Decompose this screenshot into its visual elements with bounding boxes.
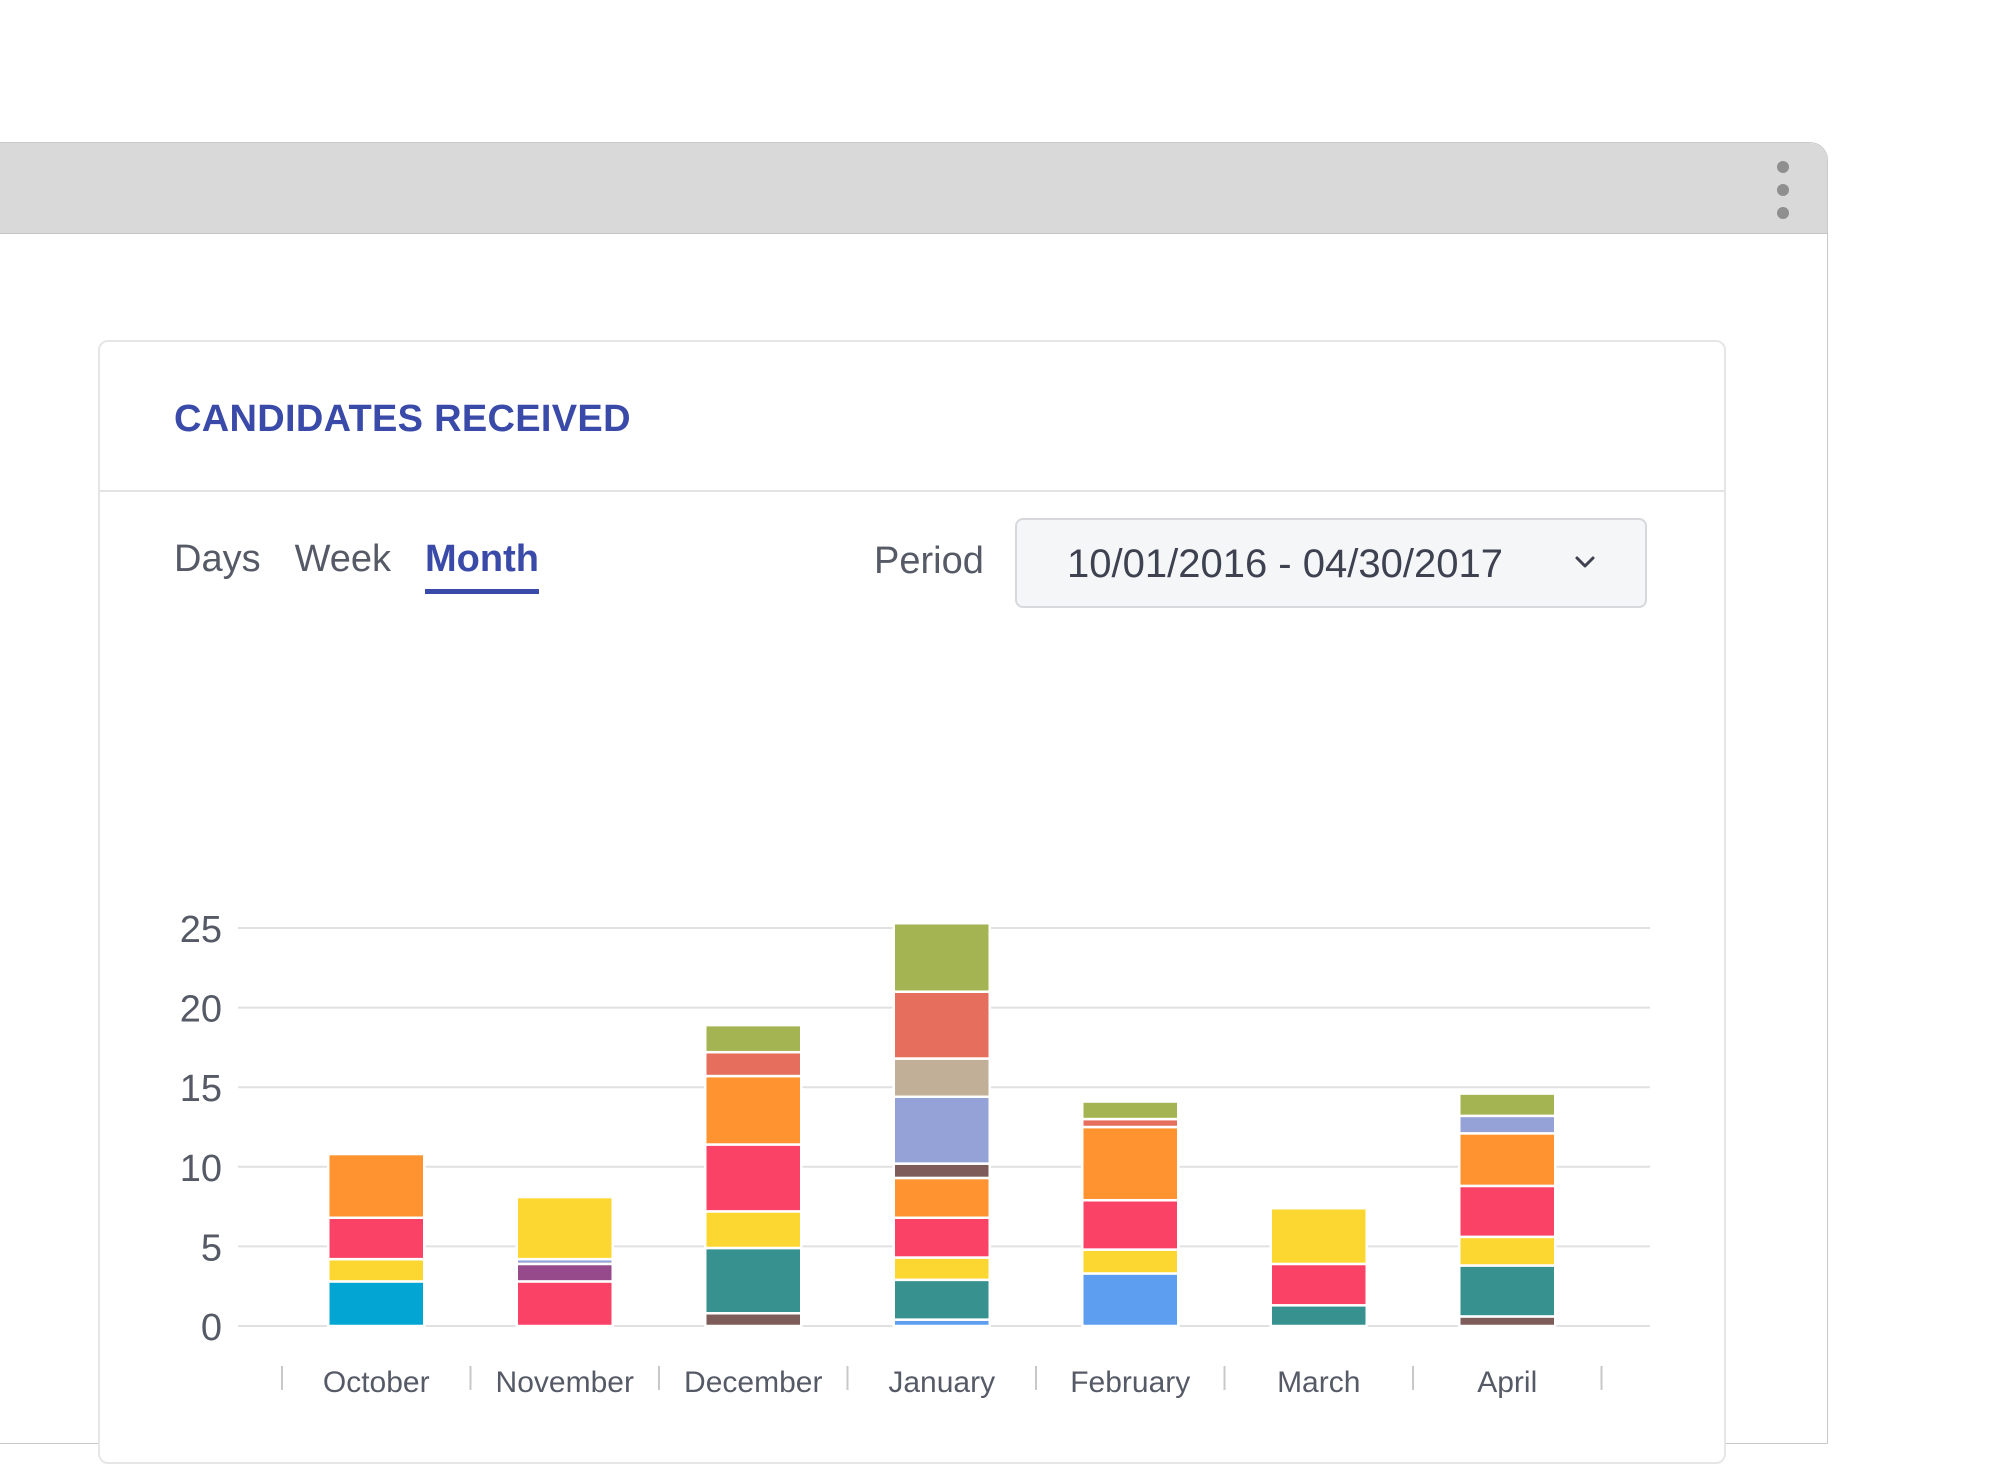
y-tick-label: 25 xyxy=(180,909,222,951)
bar-segment xyxy=(1081,1198,1180,1251)
period-label: Period xyxy=(874,540,984,582)
bar-segment xyxy=(1458,1315,1557,1328)
y-tick-label: 0 xyxy=(201,1307,222,1349)
window-titlebar xyxy=(0,143,1827,234)
bar-segment xyxy=(892,1278,991,1321)
x-tick-label: April xyxy=(1477,1366,1537,1399)
bar-segment xyxy=(892,1057,991,1099)
x-tick-label: March xyxy=(1277,1366,1360,1399)
bar-segment xyxy=(1081,1100,1180,1121)
bar-segment xyxy=(1458,1235,1557,1267)
bar-segment xyxy=(1081,1272,1180,1328)
bar-segment xyxy=(1458,1264,1557,1318)
x-tick-label: February xyxy=(1070,1366,1190,1399)
bar-segment xyxy=(892,1176,991,1219)
bar-segment xyxy=(327,1280,426,1328)
x-tick-label: October xyxy=(323,1366,430,1399)
x-tick-label: December xyxy=(684,1366,822,1399)
bar-segment xyxy=(1269,1304,1368,1328)
tab-week[interactable]: Week xyxy=(294,538,392,580)
card-title: CANDIDATES RECEIVED xyxy=(174,398,631,440)
bar-segment xyxy=(1081,1125,1180,1202)
bar-segment xyxy=(515,1280,614,1328)
more-vertical-icon[interactable] xyxy=(1773,161,1793,219)
bar-segment xyxy=(515,1195,614,1261)
bar-segment xyxy=(1458,1092,1557,1118)
bar-segment xyxy=(704,1050,803,1078)
period-value: 10/01/2016 - 04/30/2017 xyxy=(1067,542,1503,586)
bar-segment xyxy=(327,1257,426,1283)
bar-segment xyxy=(704,1246,803,1315)
y-tick-label: 20 xyxy=(180,989,222,1031)
stacked-bar-chart: 0 5 10 15 20 25 October November December January… xyxy=(180,909,1650,1399)
bar-segment xyxy=(1458,1184,1557,1239)
chevron-down-icon xyxy=(1575,556,1595,568)
granularity-tabs: Days Week Month xyxy=(174,538,539,594)
bar-segment xyxy=(892,921,991,993)
bar-segment xyxy=(704,1074,803,1146)
bar-segment xyxy=(327,1152,426,1219)
y-tick-label: 10 xyxy=(180,1148,222,1190)
period-select[interactable]: 10/01/2016 - 04/30/2017 xyxy=(1015,518,1647,608)
chart-card: CANDIDATES RECEIVED Days Week Month Peri… xyxy=(98,340,1726,1464)
bar-segment xyxy=(704,1143,803,1213)
bar-segment xyxy=(327,1216,426,1261)
tab-days[interactable]: Days xyxy=(174,538,261,580)
bar-segment xyxy=(892,1216,991,1259)
x-tick-label: January xyxy=(888,1366,995,1399)
bar-segment xyxy=(1458,1114,1557,1135)
bar-segment xyxy=(704,1210,803,1250)
y-tick-label: 5 xyxy=(201,1227,222,1269)
bar-segment xyxy=(515,1262,614,1283)
bar-segment xyxy=(892,1095,991,1165)
y-tick-label: 15 xyxy=(180,1068,222,1110)
bar-segment xyxy=(704,1023,803,1054)
bar-segment xyxy=(1269,1206,1368,1266)
x-tick-label: November xyxy=(496,1366,634,1399)
bar-segment xyxy=(892,1256,991,1282)
bar-segment xyxy=(1458,1132,1557,1188)
bar-segment xyxy=(1081,1248,1180,1275)
card-header: CANDIDATES RECEIVED xyxy=(100,342,1724,492)
tab-month[interactable]: Month xyxy=(425,538,539,594)
bar-segment xyxy=(892,1162,991,1180)
bar-segment xyxy=(1269,1262,1368,1307)
bar-segment xyxy=(704,1312,803,1328)
bar-segment xyxy=(892,990,991,1060)
